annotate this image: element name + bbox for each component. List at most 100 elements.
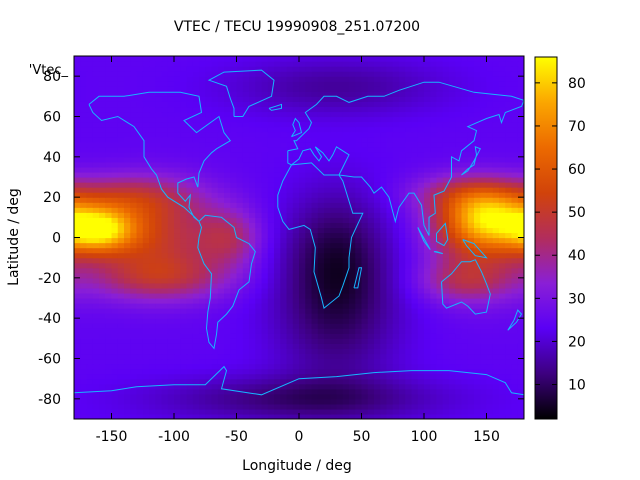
heatmap-cell — [417, 408, 425, 415]
heatmap-cell — [199, 217, 206, 223]
heatmap-cell — [217, 403, 225, 410]
heatmap-cell — [355, 247, 363, 254]
heatmap-cell — [511, 192, 519, 198]
heatmap-cell — [467, 403, 475, 410]
heatmap-cell — [299, 252, 306, 259]
heatmap-cell — [199, 313, 206, 319]
heatmap-cell — [174, 116, 181, 123]
heatmap-cell — [124, 101, 131, 108]
heatmap-cell — [280, 171, 288, 178]
heatmap-cell — [105, 121, 113, 128]
heatmap-cell — [424, 257, 431, 264]
heatmap-cell — [411, 368, 419, 375]
heatmap-cell — [280, 252, 288, 259]
heatmap-cell — [442, 393, 450, 400]
heatmap-cell — [311, 333, 319, 339]
heatmap-cell — [330, 131, 338, 138]
heatmap-cell — [436, 358, 444, 365]
heatmap-cell — [342, 348, 350, 355]
heatmap-cell — [480, 141, 488, 148]
heatmap-cell — [430, 227, 438, 234]
heatmap-cell — [217, 202, 225, 208]
heatmap-cell — [424, 303, 431, 309]
heatmap-cell — [230, 262, 238, 269]
heatmap-cell — [236, 141, 244, 148]
heatmap-cell — [74, 116, 81, 123]
heatmap-cell — [455, 126, 463, 133]
heatmap-cell — [374, 383, 381, 390]
heatmap-cell — [461, 91, 469, 97]
heatmap-cell — [449, 131, 456, 138]
heatmap-cell — [92, 146, 100, 153]
heatmap-cell — [255, 141, 263, 148]
heatmap-cell — [492, 187, 500, 193]
heatmap-cell — [280, 413, 288, 419]
heatmap-cell — [405, 388, 413, 395]
heatmap-cell — [505, 252, 513, 259]
heatmap-cell — [449, 151, 456, 158]
heatmap-cell — [267, 76, 275, 82]
heatmap-cell — [292, 177, 300, 183]
heatmap-cell — [367, 378, 375, 385]
heatmap-cell — [311, 111, 319, 118]
heatmap-cell — [117, 146, 125, 153]
heatmap-cell — [330, 378, 338, 385]
heatmap-cell — [317, 323, 325, 329]
heatmap-cell — [424, 161, 431, 168]
heatmap-cell — [342, 81, 350, 87]
heatmap-cell — [192, 91, 200, 97]
heatmap-cell — [117, 91, 125, 97]
heatmap-cell — [405, 328, 413, 334]
heatmap-cell — [449, 358, 456, 365]
heatmap-cell — [174, 171, 181, 178]
heatmap-cell — [130, 252, 138, 259]
heatmap-cell — [86, 353, 94, 360]
heatmap-cell — [74, 277, 81, 284]
heatmap-cell — [217, 343, 225, 350]
heatmap-cell — [355, 151, 363, 158]
heatmap-cell — [355, 272, 363, 279]
heatmap-cell — [324, 86, 331, 92]
heatmap-cell — [267, 277, 275, 284]
heatmap-cell — [174, 398, 181, 405]
heatmap-cell — [174, 96, 181, 102]
heatmap-cell — [405, 177, 413, 183]
heatmap-cell — [205, 398, 213, 405]
heatmap-cell — [136, 66, 144, 72]
heatmap-cell — [74, 408, 81, 415]
heatmap-cell — [136, 363, 144, 370]
heatmap-cell — [86, 111, 94, 118]
heatmap-cell — [142, 403, 150, 410]
heatmap-cell — [292, 202, 300, 208]
heatmap-cell — [280, 111, 288, 118]
heatmap-cell — [405, 247, 413, 254]
heatmap-cell — [324, 141, 331, 148]
heatmap-cell — [292, 207, 300, 213]
heatmap-cell — [449, 227, 456, 234]
heatmap-cell — [424, 348, 431, 355]
heatmap-cell — [286, 81, 294, 87]
heatmap-cell — [155, 131, 163, 138]
heatmap-cell — [261, 348, 269, 355]
heatmap-cell — [467, 323, 475, 329]
heatmap-cell — [267, 413, 275, 419]
heatmap-cell — [367, 101, 375, 108]
heatmap-cell — [224, 308, 231, 314]
heatmap-cell — [142, 207, 150, 213]
heatmap-cell — [217, 187, 225, 193]
heatmap-cell — [374, 106, 381, 113]
heatmap-cell — [292, 378, 300, 385]
heatmap-cell — [474, 182, 481, 188]
heatmap-cell — [255, 252, 263, 259]
heatmap-cell — [430, 343, 438, 350]
heatmap-cell — [230, 96, 238, 102]
heatmap-cell — [417, 171, 425, 178]
heatmap-cell — [192, 156, 200, 163]
heatmap-cell — [417, 277, 425, 284]
heatmap-cell — [517, 202, 524, 208]
heatmap-cell — [436, 111, 444, 118]
heatmap-cell — [380, 156, 388, 163]
heatmap-cell — [361, 308, 369, 314]
heatmap-cell — [367, 373, 375, 380]
heatmap-cell — [499, 393, 506, 400]
